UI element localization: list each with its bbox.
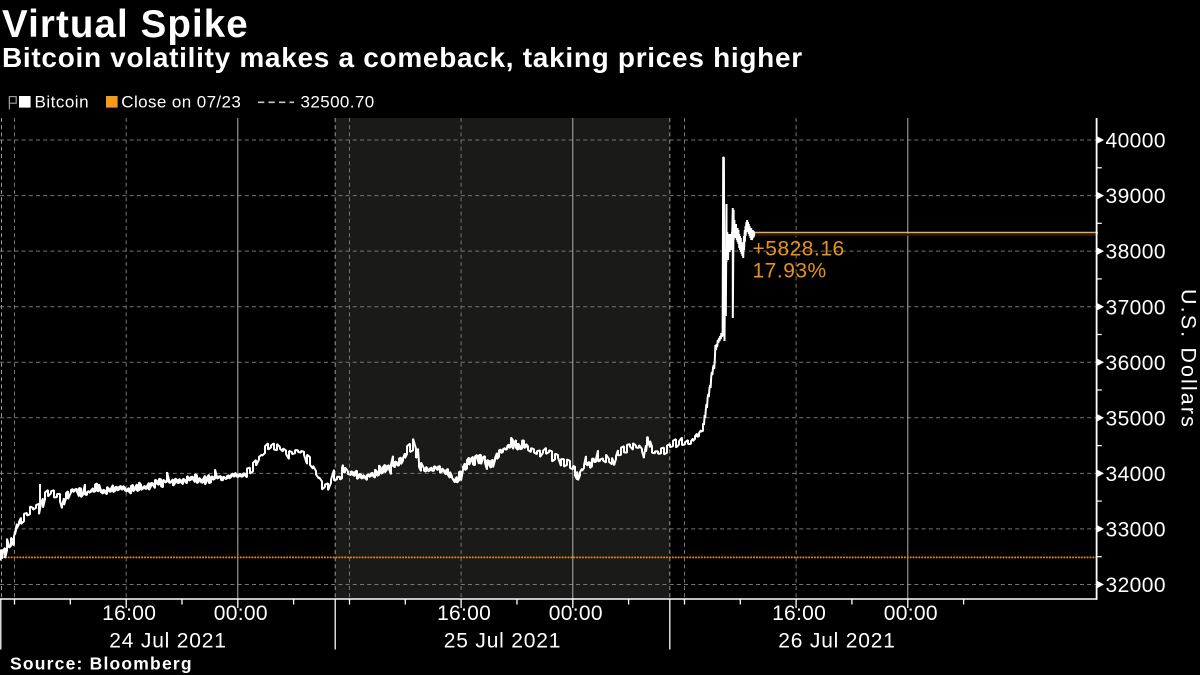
svg-text:36000: 36000 [1106, 352, 1166, 375]
svg-text:39000: 39000 [1106, 185, 1166, 208]
svg-text:00:00: 00:00 [549, 602, 603, 625]
svg-text:32500.70: 32500.70 [301, 92, 375, 111]
svg-text:U.S. Dollars: U.S. Dollars [1177, 289, 1200, 429]
svg-text:16:00: 16:00 [772, 602, 826, 625]
svg-text:16:00: 16:00 [102, 602, 156, 625]
svg-text:Bitcoin: Bitcoin [35, 92, 90, 111]
svg-text:Virtual Spike: Virtual Spike [2, 3, 249, 46]
svg-text:25 Jul 2021: 25 Jul 2021 [444, 630, 561, 653]
svg-text:35000: 35000 [1106, 407, 1166, 430]
svg-text:Bitcoin volatility makes a com: Bitcoin volatility makes a comeback, tak… [2, 42, 803, 73]
svg-text:32000: 32000 [1106, 574, 1166, 597]
svg-text:38000: 38000 [1106, 241, 1166, 264]
svg-text:37000: 37000 [1106, 296, 1166, 319]
svg-text:33000: 33000 [1106, 519, 1166, 542]
svg-text:00:00: 00:00 [214, 602, 268, 625]
svg-text:Source: Bloomberg: Source: Bloomberg [10, 654, 193, 674]
svg-text:26 Jul 2021: 26 Jul 2021 [778, 630, 895, 653]
svg-text:Close on 07/23: Close on 07/23 [121, 92, 241, 111]
svg-text:+5828.16: +5828.16 [753, 238, 845, 261]
svg-text:34000: 34000 [1106, 463, 1166, 486]
svg-text:40000: 40000 [1106, 130, 1166, 153]
svg-text:00:00: 00:00 [884, 602, 938, 625]
svg-text:24 Jul 2021: 24 Jul 2021 [109, 630, 226, 653]
svg-text:16:00: 16:00 [437, 602, 491, 625]
svg-text:17.93%: 17.93% [753, 260, 827, 283]
